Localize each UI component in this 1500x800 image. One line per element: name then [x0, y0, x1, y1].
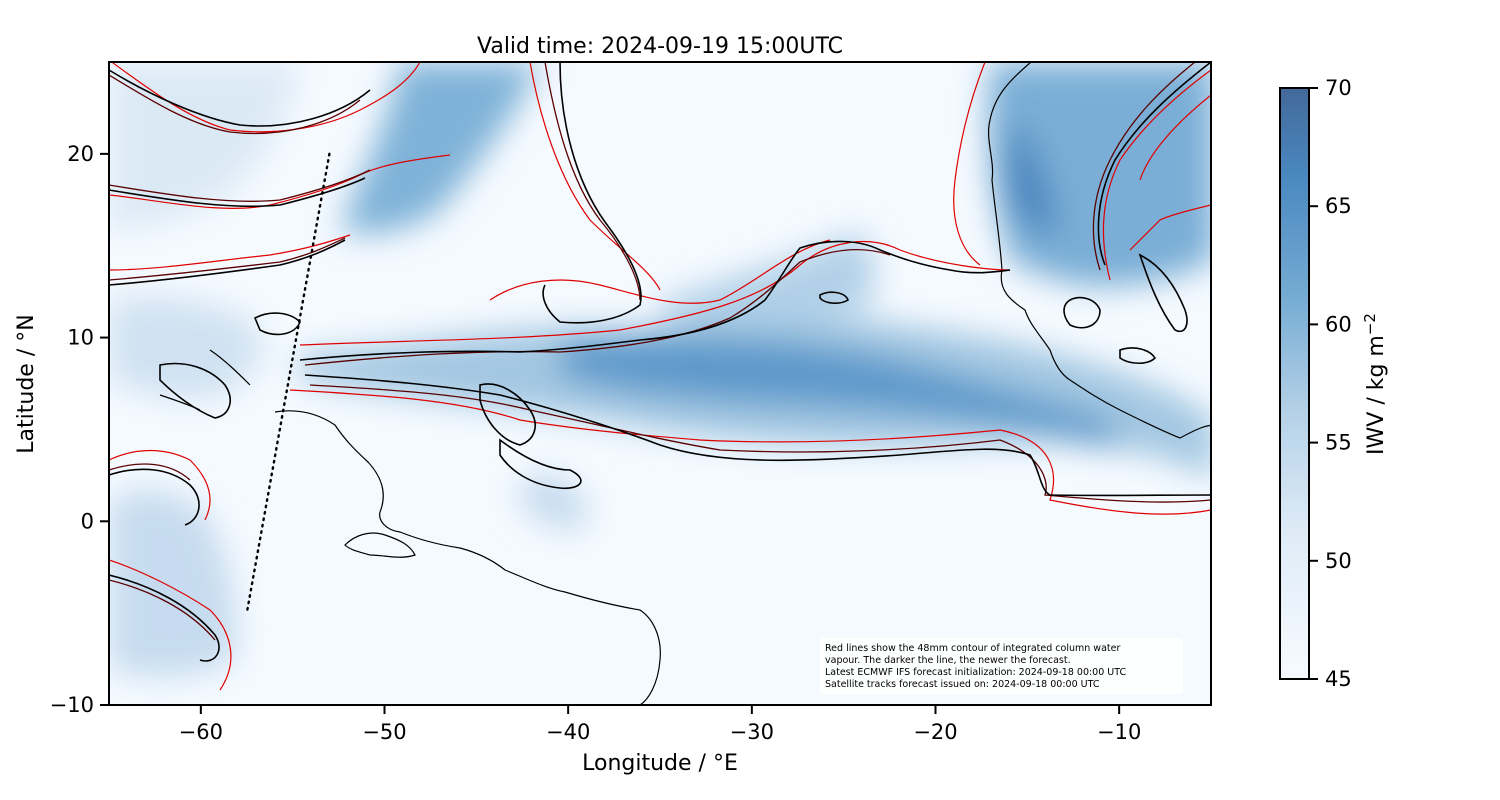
colorbar-tick-label: 70: [1325, 76, 1352, 100]
amazon-delta-islands: [344, 532, 416, 558]
contours-older: [109, 62, 1211, 691]
map-frame: [108, 61, 1212, 706]
west-africa-coast: [988, 62, 1211, 439]
map-panel: Red lines show the 48mm contour of integ…: [109, 62, 1211, 705]
y-axis: −10 0 10 20: [50, 142, 109, 717]
y-tick-label: −10: [50, 693, 94, 717]
colorbar-tick-label: 45: [1325, 667, 1352, 691]
colorbar-label-superscript: −2: [1361, 313, 1379, 335]
colorbar-gradient: [1279, 87, 1310, 680]
annotation-box: Red lines show the 48mm contour of integ…: [820, 638, 1183, 694]
y-axis-title: Latitude / °N: [14, 314, 39, 453]
x-tick-label: −60: [179, 720, 223, 744]
colorbar-tick-label: 55: [1325, 431, 1352, 455]
colorbar: 45 50 55 60 65 70 IWV / kg m−2: [1279, 76, 1389, 691]
contours-mid: [109, 62, 1211, 641]
x-axis: −60 −50 −40 −30 −20 −10: [179, 705, 1141, 744]
colorbar-label-main: IWV / kg m: [1364, 335, 1389, 455]
contours-newest: [109, 62, 1211, 662]
annotation-line-2: vapour. The darker the line, the newer t…: [825, 655, 1071, 666]
satellite-track: [245, 152, 331, 615]
colorbar-tick-label: 60: [1325, 312, 1352, 336]
y-tick-label: 0: [81, 509, 94, 533]
colorbar-label: IWV / kg m−2: [1361, 313, 1389, 455]
annotation-line-3: Latest ECMWF IFS forecast initialization…: [825, 667, 1126, 678]
plot-title: Valid time: 2024-09-19 15:00UTC: [477, 34, 843, 59]
y-tick-label: 20: [67, 142, 94, 166]
x-tick-label: −20: [913, 720, 957, 744]
x-tick-label: −30: [730, 720, 774, 744]
x-tick-label: −10: [1097, 720, 1141, 744]
y-tick-label: 10: [67, 326, 94, 350]
annotation-line-4: Satellite tracks forecast issued on: 202…: [825, 679, 1100, 690]
colorbar-ticks: 45 50 55 60 65 70: [1309, 76, 1352, 691]
iwv-field: [109, 62, 1211, 677]
x-axis-title: Longitude / °E: [582, 751, 738, 776]
colorbar-tick-label: 65: [1325, 194, 1352, 218]
colorbar-tick-label: 50: [1325, 549, 1352, 573]
x-tick-label: −50: [362, 720, 406, 744]
x-tick-label: −40: [546, 720, 590, 744]
annotation-line-1: Red lines show the 48mm contour of integ…: [825, 643, 1120, 654]
south-america-coast: [274, 410, 661, 705]
